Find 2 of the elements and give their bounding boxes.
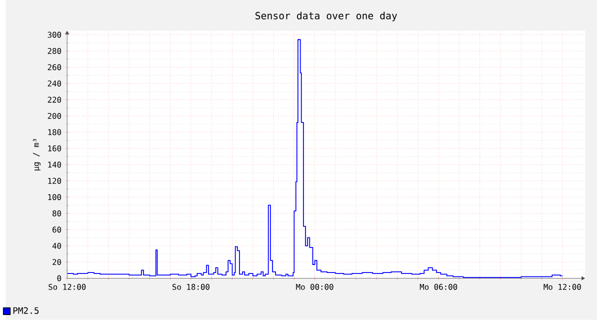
legend-label: PM2.5 <box>13 307 39 314</box>
chart-title: Sensor data over one day <box>256 12 398 22</box>
